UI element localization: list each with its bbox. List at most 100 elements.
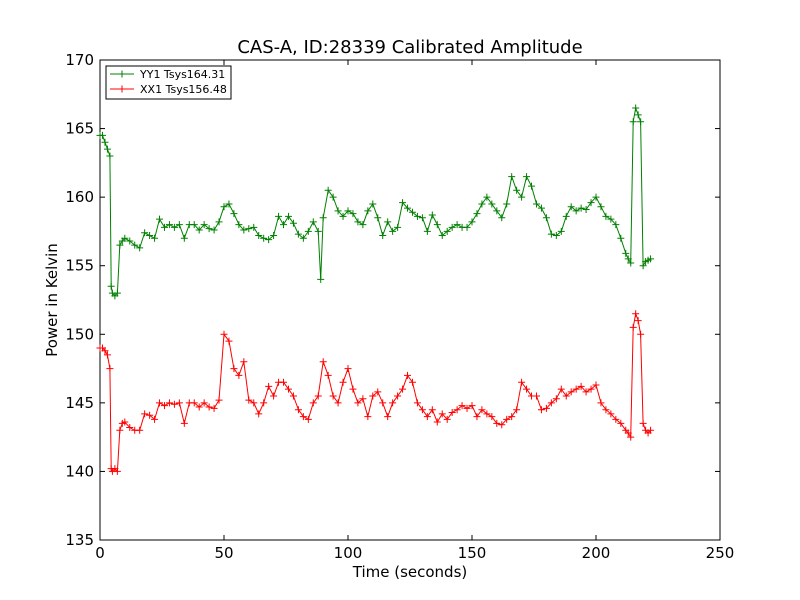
data-point <box>235 371 243 379</box>
data-point <box>284 385 292 393</box>
data-point <box>165 221 173 229</box>
data-point <box>622 249 630 257</box>
data-point <box>180 234 188 242</box>
data-point <box>624 255 632 263</box>
data-point <box>265 236 273 244</box>
data-point <box>438 232 446 240</box>
data-point <box>443 415 451 423</box>
series-line <box>100 106 651 297</box>
data-point <box>488 413 496 421</box>
data-point <box>547 230 555 238</box>
data-point <box>634 317 642 325</box>
data-point <box>175 221 183 229</box>
data-point <box>304 415 312 423</box>
data-point <box>260 234 268 242</box>
plot-frame <box>99 59 721 541</box>
data-point <box>205 403 213 411</box>
data-point <box>294 230 302 238</box>
data-point <box>647 426 655 434</box>
data-point <box>423 227 431 235</box>
data-point <box>270 392 278 400</box>
data-point <box>200 399 208 407</box>
data-point <box>304 227 312 235</box>
y-tick-label: 135 <box>65 531 94 549</box>
y-tick-label: 155 <box>65 257 94 275</box>
data-point <box>220 330 228 338</box>
data-point <box>136 244 144 252</box>
data-point <box>190 399 198 407</box>
data-point <box>597 399 605 407</box>
data-point <box>314 392 322 400</box>
data-point <box>473 210 481 218</box>
data-point <box>498 214 506 222</box>
x-tick-label: 250 <box>706 544 735 562</box>
data-point <box>637 330 645 338</box>
data-point <box>146 411 154 419</box>
data-point <box>141 410 149 418</box>
data-point <box>629 118 637 126</box>
data-point <box>309 218 317 226</box>
data-point <box>317 275 325 283</box>
data-point <box>289 219 297 227</box>
data-point <box>160 402 168 410</box>
data-point <box>399 199 407 207</box>
data-point <box>637 118 645 126</box>
data-point <box>404 204 412 212</box>
data-point <box>597 203 605 211</box>
data-point <box>255 410 263 418</box>
data-point <box>602 212 610 220</box>
y-tick-label: 170 <box>65 51 94 69</box>
data-point <box>359 221 367 229</box>
data-point <box>488 200 496 208</box>
data-point <box>384 413 392 421</box>
data-point <box>235 221 243 229</box>
data-point <box>260 399 268 407</box>
data-point <box>547 399 555 407</box>
data-point <box>493 207 501 215</box>
data-point <box>255 232 263 240</box>
data-point <box>624 429 632 437</box>
data-point <box>478 200 486 208</box>
data-point <box>448 408 456 416</box>
data-point <box>632 310 640 318</box>
data-point <box>324 371 332 379</box>
data-point <box>136 426 144 434</box>
data-point <box>399 385 407 393</box>
data-point <box>483 193 491 201</box>
data-point <box>344 365 352 373</box>
data-point <box>602 406 610 414</box>
y-tick-label: 140 <box>65 462 94 480</box>
data-point <box>523 385 531 393</box>
data-point <box>107 282 115 290</box>
data-point <box>126 237 134 245</box>
data-point <box>329 392 337 400</box>
data-point <box>141 229 149 237</box>
data-point <box>503 200 511 208</box>
data-point <box>215 396 223 404</box>
data-point <box>359 395 367 403</box>
data-point <box>468 218 476 226</box>
data-point <box>562 212 570 220</box>
data-point <box>537 406 545 414</box>
data-point <box>627 433 635 441</box>
data-point <box>210 404 218 412</box>
data-point <box>463 404 471 412</box>
data-point <box>438 410 446 418</box>
data-point <box>537 204 545 212</box>
data-point <box>463 223 471 231</box>
data-point <box>423 413 431 421</box>
data-point <box>156 215 164 223</box>
data-point <box>612 221 620 229</box>
y-tick-label: 145 <box>65 394 94 412</box>
data-point <box>448 223 456 231</box>
data-point <box>364 413 372 421</box>
data-point <box>205 225 213 233</box>
data-point <box>582 388 590 396</box>
data-point <box>473 413 481 421</box>
data-point <box>156 399 164 407</box>
data-point <box>552 232 560 240</box>
data-point <box>289 392 297 400</box>
data-point <box>319 214 327 222</box>
